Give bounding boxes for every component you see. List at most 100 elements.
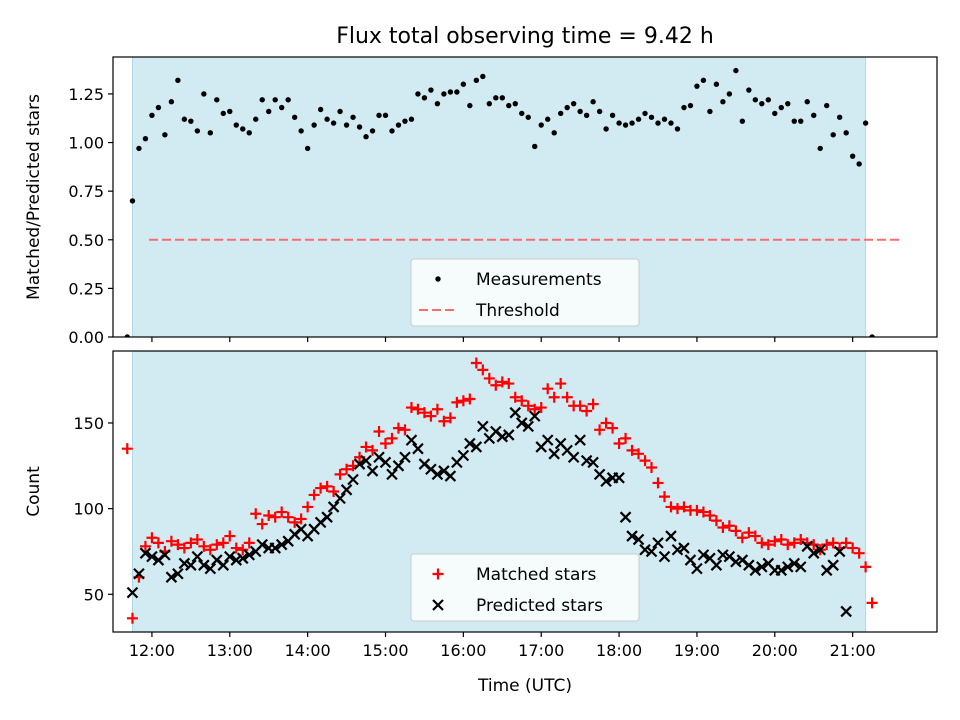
matched-star-point: [399, 424, 411, 436]
predicted-star-point: [515, 417, 528, 429]
legend: Matched stars Predicted stars: [410, 553, 640, 622]
predicted-star-point: [224, 550, 236, 563]
predicted-star-point: [541, 434, 554, 446]
predicted-star-point: [794, 561, 807, 573]
measurement-point: [720, 99, 726, 105]
measurement-point: [759, 100, 765, 107]
matched-star-point: [282, 511, 294, 523]
measurement-point: [266, 108, 272, 115]
predicted-star-point: [217, 559, 230, 571]
predicted-star-point: [827, 559, 839, 571]
measurement-point: [473, 77, 480, 84]
predicted-star-point: [159, 549, 171, 561]
y-tick-label: 0.50: [68, 231, 104, 250]
predicted-star-point: [386, 468, 398, 481]
measurement-point: [506, 102, 512, 109]
predicted-star-point: [146, 550, 158, 563]
matched-star-point: [600, 417, 612, 429]
measurement-point: [486, 100, 493, 107]
measurement-point: [220, 110, 226, 117]
matched-star-point: [548, 391, 560, 403]
matched-star-point: [704, 509, 716, 521]
matched-star-point: [276, 506, 288, 518]
matched-star-point: [341, 463, 353, 475]
matched-star-point: [691, 504, 703, 516]
measurement-point: [304, 145, 311, 152]
measurement-point: [668, 120, 674, 126]
measurement-point: [570, 100, 577, 107]
measurement-point: [447, 89, 454, 95]
measurement-point: [811, 112, 817, 119]
measurement-point: [214, 97, 220, 103]
matched-star-point: [756, 537, 768, 549]
measurement-point: [460, 81, 467, 87]
matched-star-point: [139, 540, 151, 552]
axes-frame: [112, 56, 938, 338]
matched-star-point: [302, 501, 314, 513]
axes-frame: [112, 350, 938, 633]
measurement-point: [512, 100, 518, 107]
measurement-point: [124, 334, 130, 337]
x-tick-label: 21:00: [830, 641, 876, 660]
matched-star-point: [509, 391, 521, 403]
measurement-point: [467, 102, 473, 109]
matched-star-point: [730, 525, 742, 537]
matched-star-point: [587, 398, 599, 410]
matched-star-point: [204, 544, 216, 556]
matched-star-point: [386, 432, 398, 444]
matched-star-point: [749, 530, 761, 542]
matched-star-point: [633, 448, 645, 460]
matched-star-point: [522, 400, 534, 412]
matched-star-point: [723, 520, 735, 532]
measurement-point: [661, 116, 668, 122]
matched-star-point: [607, 422, 619, 434]
predicted-star-point: [477, 420, 489, 433]
y-tick-label: 0.25: [68, 279, 104, 298]
matched-star-point: [503, 378, 515, 390]
matched-star-point: [555, 378, 567, 390]
measurement-point: [188, 118, 194, 124]
matched-star-point: [529, 403, 541, 415]
measurement-point: [337, 108, 343, 115]
predicted-star-point: [172, 567, 184, 580]
figure-title: Flux total observing time = 9.42 h: [336, 24, 714, 49]
matched-star-point: [736, 532, 748, 544]
predicted-star-point: [204, 562, 217, 575]
x-axis-label: Time (UTC): [477, 676, 572, 696]
predicted-star-point: [632, 533, 645, 546]
measurement-point: [752, 97, 759, 103]
predicted-star-point: [814, 543, 826, 556]
matched-star-point: [121, 443, 133, 455]
measurement-point: [700, 77, 707, 84]
x-tick-label: 18:00: [596, 641, 642, 660]
matched-star-point: [360, 441, 372, 453]
measurement-point: [454, 89, 460, 95]
measurement-point: [162, 132, 168, 138]
measurement-point: [869, 334, 875, 337]
measurement-point: [285, 97, 291, 103]
measurement-point: [298, 128, 304, 134]
measurement-point: [804, 99, 810, 105]
matched-star-point: [444, 412, 456, 424]
plot-area: [124, 67, 875, 337]
predicted-star-point: [756, 561, 768, 573]
measurement-point: [798, 118, 804, 124]
x-tick-label: 14:00: [285, 641, 331, 660]
measurement-point: [181, 116, 188, 122]
measurement-point: [765, 97, 772, 103]
matched-star-point: [126, 612, 138, 624]
y-tick-label: 1.00: [68, 134, 104, 153]
measurement-point: [603, 126, 609, 132]
measurement-point: [350, 114, 356, 120]
measurement-point: [726, 91, 733, 97]
matched-star-point: [380, 438, 392, 450]
predicted-star-point: [126, 586, 139, 599]
measurement-point: [382, 112, 389, 119]
y-tick-label: 150: [73, 414, 104, 433]
predicted-star-point: [665, 530, 677, 542]
predicted-star-point: [691, 562, 703, 575]
predicted-star-point: [567, 451, 580, 464]
measurement-point: [687, 102, 694, 109]
matched-star-point: [198, 540, 210, 552]
